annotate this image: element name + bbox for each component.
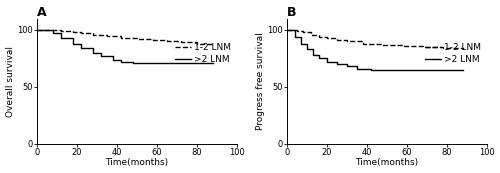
Y-axis label: Progress free survival: Progress free survival <box>256 32 264 130</box>
X-axis label: Time(months): Time(months) <box>356 158 418 167</box>
Legend: 1-2 LNM, >2 LNM: 1-2 LNM, >2 LNM <box>174 42 232 65</box>
Legend: 1-2 LNM, >2 LNM: 1-2 LNM, >2 LNM <box>424 42 482 65</box>
Text: A: A <box>37 6 47 19</box>
Text: B: B <box>287 6 296 19</box>
Y-axis label: Overall survival: Overall survival <box>6 46 15 117</box>
X-axis label: Time(months): Time(months) <box>106 158 168 167</box>
